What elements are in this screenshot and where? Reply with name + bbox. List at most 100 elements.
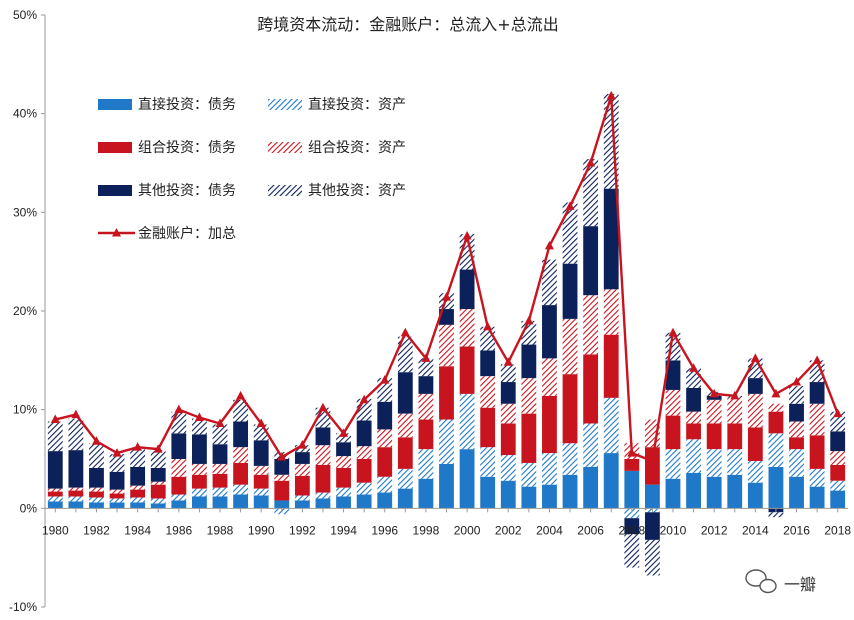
bar-segment-2009-s5 bbox=[644, 539, 660, 576]
bar-segment-1980-s5 bbox=[47, 421, 63, 452]
total-point-1991 bbox=[277, 452, 287, 461]
bar-segment-1998-s5 bbox=[418, 358, 434, 377]
x-tick-label: 1994 bbox=[330, 523, 357, 537]
bar-segment-2006-s0 bbox=[583, 466, 599, 509]
bar-segment-1991-s4 bbox=[274, 459, 290, 475]
bars-layer bbox=[47, 93, 846, 576]
bar-segment-1996-s2 bbox=[377, 447, 393, 477]
bar-segment-1982-s3 bbox=[89, 487, 104, 492]
y-tick-label: 40% bbox=[13, 107, 37, 121]
bar-segment-1988-s2 bbox=[212, 473, 228, 488]
bar-segment-2001-s5 bbox=[480, 326, 496, 351]
x-tick-label: 1986 bbox=[165, 523, 192, 537]
bar-segment-2008-s5 bbox=[624, 533, 640, 568]
total-point-2003 bbox=[524, 315, 534, 325]
x-tick-label: 1980 bbox=[42, 523, 69, 537]
total-point-2004 bbox=[544, 240, 554, 250]
total-point-1988 bbox=[215, 418, 225, 427]
bar-segment-1990-s3 bbox=[253, 465, 269, 475]
bar-segment-2016-s2 bbox=[789, 437, 804, 450]
total-point-1998 bbox=[421, 353, 431, 362]
bar-segment-2016-s0 bbox=[789, 476, 804, 509]
bar-segment-1993-s3 bbox=[315, 445, 331, 465]
bar-segment-1994-s1 bbox=[336, 487, 351, 497]
bar-segment-2016-s4 bbox=[789, 403, 804, 422]
legend-swatch bbox=[98, 185, 132, 196]
bar-segment-1999-s2 bbox=[439, 366, 454, 420]
bar-segment-1988-s3 bbox=[212, 463, 228, 474]
bar-segment-1992-s2 bbox=[294, 475, 310, 496]
bar-segment-1985-s5 bbox=[150, 450, 166, 468]
y-tick-label: -10% bbox=[9, 600, 37, 614]
bar-segment-1981-s3 bbox=[68, 487, 84, 491]
total-point-2010 bbox=[668, 327, 678, 337]
bar-segment-2004-s2 bbox=[542, 395, 557, 454]
bar-segment-2017-s0 bbox=[809, 486, 825, 509]
bar-segment-2001-s3 bbox=[480, 376, 496, 408]
bar-segment-1999-s0 bbox=[439, 463, 454, 509]
bar-segment-1997-s3 bbox=[397, 413, 413, 438]
bar-segment-1989-s1 bbox=[233, 484, 249, 495]
bar-segment-1991-s0 bbox=[274, 500, 290, 509]
bar-segment-2004-s0 bbox=[542, 484, 557, 509]
bar-segment-1981-s5 bbox=[68, 418, 84, 451]
bar-segment-1990-s1 bbox=[253, 488, 269, 496]
bar-segment-1994-s4 bbox=[336, 442, 351, 457]
bar-segment-2010-s4 bbox=[665, 360, 681, 390]
legend-label: 组合投资：债务 bbox=[138, 140, 236, 156]
total-point-2008 bbox=[627, 448, 637, 457]
total-point-2011 bbox=[689, 363, 699, 372]
bar-segment-2006-s2 bbox=[583, 354, 599, 424]
x-tick-label: 2008 bbox=[618, 523, 645, 537]
bar-segment-1989-s4 bbox=[233, 421, 249, 448]
x-tick-label: 1990 bbox=[248, 523, 275, 537]
bar-segment-2017-s2 bbox=[809, 435, 825, 469]
bar-segment-1982-s2 bbox=[89, 491, 104, 498]
bar-segment-1987-s5 bbox=[192, 418, 207, 435]
bar-segment-2014-s1 bbox=[747, 460, 763, 483]
bar-segment-2016-s3 bbox=[789, 421, 804, 438]
bar-segment-2009-s2 bbox=[644, 447, 660, 485]
bar-segment-2012-s0 bbox=[706, 476, 722, 509]
total-point-2002 bbox=[503, 357, 513, 366]
bar-segment-1996-s1 bbox=[377, 476, 393, 493]
bar-segment-2011-s2 bbox=[686, 423, 701, 440]
bar-segment-2015-s2 bbox=[768, 411, 784, 434]
x-tick-label: 2016 bbox=[783, 523, 810, 537]
chart-title: 跨境资本流动：金融账户：总流入+总流出 bbox=[257, 15, 558, 34]
bar-segment-1995-s3 bbox=[356, 446, 372, 459]
bar-segment-1997-s4 bbox=[397, 372, 413, 414]
bar-segment-1987-s0 bbox=[192, 496, 207, 509]
total-point-1995 bbox=[359, 394, 369, 404]
bar-segment-2011-s0 bbox=[686, 472, 701, 509]
total-point-2007 bbox=[606, 90, 616, 100]
bar-segment-2007-s2 bbox=[603, 334, 619, 398]
total-point-1980 bbox=[50, 414, 60, 424]
bar-segment-1995-s0 bbox=[356, 494, 372, 509]
bar-segment-2005-s4 bbox=[562, 263, 578, 319]
bar-segment-1988-s5 bbox=[212, 424, 228, 445]
legend-item: 组合投资：资产 bbox=[268, 140, 406, 156]
bar-segment-1992-s1 bbox=[294, 495, 310, 501]
total-point-2013 bbox=[730, 390, 740, 400]
x-tick-label: 2012 bbox=[701, 523, 728, 537]
bar-segment-1992-s3 bbox=[294, 463, 310, 476]
bar-segment-2000-s3 bbox=[459, 309, 475, 347]
x-tick-label: 1996 bbox=[371, 523, 398, 537]
bar-segment-2014-s2 bbox=[747, 427, 763, 461]
bar-segment-2014-s0 bbox=[747, 482, 763, 509]
bar-segment-1989-s2 bbox=[233, 462, 249, 485]
bar-segment-2018-s3 bbox=[830, 451, 846, 465]
legend-label: 金融账户：加总 bbox=[138, 225, 236, 242]
bar-segment-1994-s0 bbox=[336, 496, 351, 509]
y-tick-label: 0% bbox=[20, 501, 38, 515]
bar-segment-2001-s0 bbox=[480, 476, 496, 509]
bar-segment-1986-s2 bbox=[171, 476, 187, 495]
total-point-2012 bbox=[709, 388, 719, 398]
bar-segment-1980-s2 bbox=[47, 491, 63, 497]
bar-segment-1994-s2 bbox=[336, 467, 351, 488]
wechat-icon bbox=[745, 569, 777, 594]
legend-swatch bbox=[268, 142, 302, 153]
total-point-2017 bbox=[812, 355, 822, 364]
